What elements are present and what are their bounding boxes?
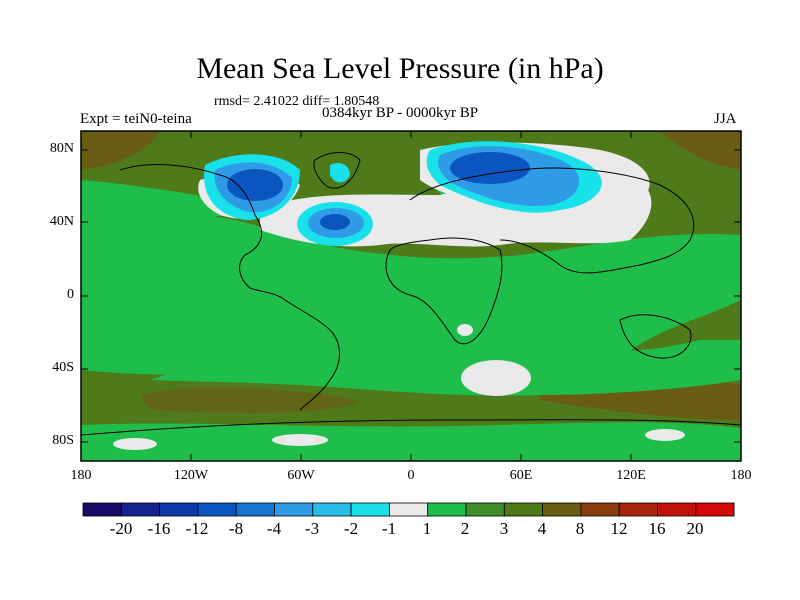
coastline-eurasia (409, 167, 695, 274)
field-near-zero-madagascar (457, 324, 473, 336)
colorbar-label-10: 2 (460, 519, 470, 538)
colorbar-box-3 (159, 502, 199, 517)
y-label-40s: 40S (52, 360, 74, 375)
colorbar-box-16 (657, 502, 697, 517)
stats-text: rmsd= 2.41022 diff= 1.80548 (214, 94, 380, 109)
colorbar-box-7 (312, 502, 352, 517)
field-near-zero-antarctic-east (645, 429, 685, 441)
map-title: Mean Sea Level Pressure (in hPa) (196, 52, 604, 85)
colorbar-box-10 (427, 502, 467, 517)
colorbar-box-11 (465, 502, 505, 517)
x-label-180w: 180 (70, 468, 92, 483)
colorbar-label-15: 16 (648, 519, 666, 538)
axis-ticks (80, 131, 742, 461)
colorbar-box-8 (350, 502, 390, 517)
colorbar-label-1: -20 (109, 519, 133, 538)
colorbar-box-13 (542, 502, 582, 517)
y-label-80s: 80S (52, 433, 74, 448)
colorbar-box-12 (503, 502, 543, 517)
season-label: JJA (714, 111, 737, 127)
colorbar-label-11: 3 (499, 519, 509, 538)
colorbar-label-8: -1 (381, 519, 397, 538)
x-label-120w: 120W (173, 468, 209, 483)
colorbar (82, 502, 735, 517)
colorbar-box-14 (580, 502, 620, 517)
colorbar-label-14: 12 (610, 519, 628, 538)
colorbar-box-4 (197, 502, 237, 517)
colorbar-label-13: 8 (575, 519, 585, 538)
coastline-africa (385, 237, 503, 345)
field-near-zero-ross (113, 438, 157, 450)
field-blue-atlantic-core (320, 214, 350, 230)
field-high-northeast (660, 131, 741, 170)
colorbar-label-5: -4 (266, 519, 282, 538)
colorbar-label-9: 1 (422, 519, 432, 538)
field-green-belt (81, 205, 741, 377)
field-high-south-atlantic (140, 387, 360, 413)
coastline-antarctica (81, 419, 741, 436)
field-green-north-atlantic (81, 180, 250, 217)
colorbar-label-7: -2 (343, 519, 359, 538)
pressure-field (81, 131, 741, 461)
colorbar-box-1 (82, 502, 122, 517)
x-label-60w: 60W (287, 468, 315, 483)
coastline-australia (619, 314, 692, 359)
field-green-antarctic (81, 422, 741, 461)
coastline-greenland (313, 152, 361, 189)
field-blue-canada-core (227, 169, 283, 201)
field-blue-siberia-core (450, 152, 530, 184)
colorbar-label-12: 4 (537, 519, 547, 538)
y-label-80n: 80N (49, 141, 74, 156)
colorbar-label-3: -12 (185, 519, 209, 538)
colorbar-box-6 (274, 502, 314, 517)
x-label-60e: 60E (509, 468, 533, 483)
colorbar-box-17 (695, 502, 735, 517)
colorbar-box-15 (618, 502, 658, 517)
period-label: 0384kyr BP - 0000kyr BP (322, 105, 479, 121)
x-label-0: 0 (407, 468, 415, 483)
field-near-zero-south-indian (461, 360, 531, 396)
colorbar-box-9 (388, 502, 429, 517)
y-label-0: 0 (67, 287, 74, 302)
field-green-southern (150, 325, 741, 396)
x-label-180e: 180 (730, 468, 752, 483)
coastline-south-america (284, 299, 340, 411)
colorbar-box-5 (235, 502, 275, 517)
colorbar-label-2: -16 (147, 519, 171, 538)
y-label-40n: 40N (49, 214, 74, 229)
field-near-zero-weddell (272, 434, 328, 446)
field-high-northwest (81, 131, 160, 170)
field-cyan-greenland (330, 163, 350, 183)
x-label-120e: 120E (616, 468, 646, 483)
colorbar-label-4: -8 (228, 519, 244, 538)
colorbar-label-16: 20 (686, 519, 704, 538)
experiment-label: Expt = teiN0-teina (80, 111, 192, 127)
colorbar-label-6: -3 (304, 519, 320, 538)
coastlines (81, 152, 741, 436)
coastline-north-america (119, 164, 286, 301)
colorbar-box-2 (120, 502, 161, 517)
